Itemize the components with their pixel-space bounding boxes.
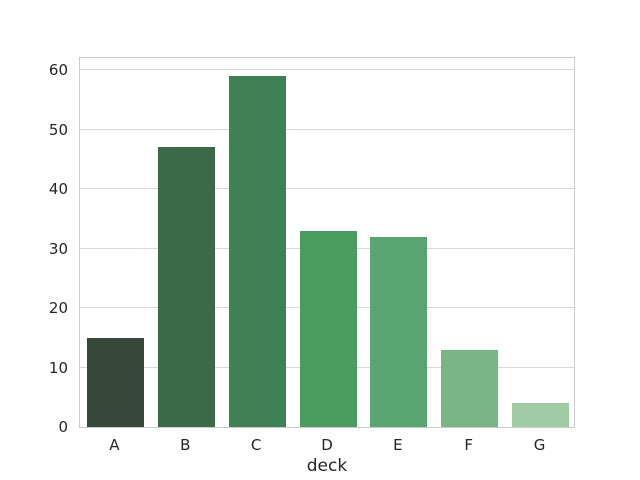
bar-D — [299, 230, 357, 427]
y-tick-label-50: 50 — [48, 120, 68, 139]
y-tick-label-60: 60 — [48, 61, 68, 80]
y-tick-label-0: 0 — [58, 418, 68, 436]
x-axis-label: deck — [306, 456, 348, 476]
x-tick-label-D: D — [321, 436, 333, 454]
gridline-y-60 — [80, 69, 574, 71]
y-tick-label-40: 40 — [48, 180, 68, 199]
bar-G — [512, 403, 570, 427]
bar-C — [228, 76, 286, 427]
x-tick-label-F: F — [464, 436, 473, 454]
y-tick-label-20: 20 — [48, 299, 68, 317]
gridline-y-50 — [80, 128, 574, 130]
x-tick-label-A: A — [109, 436, 120, 454]
bar-A — [86, 337, 144, 427]
y-tick-label-10: 10 — [48, 358, 68, 377]
bar-B — [157, 147, 215, 427]
x-tick-label-B: B — [180, 436, 191, 454]
y-tick-label-30: 30 — [48, 239, 68, 258]
x-tick-label-G: G — [533, 436, 546, 454]
bar-E — [370, 236, 428, 427]
bar-F — [441, 349, 499, 427]
x-tick-label-E: E — [393, 436, 403, 454]
x-tick-label-C: C — [250, 436, 262, 454]
plot-area — [79, 57, 575, 428]
gridline-y-40 — [80, 188, 574, 190]
